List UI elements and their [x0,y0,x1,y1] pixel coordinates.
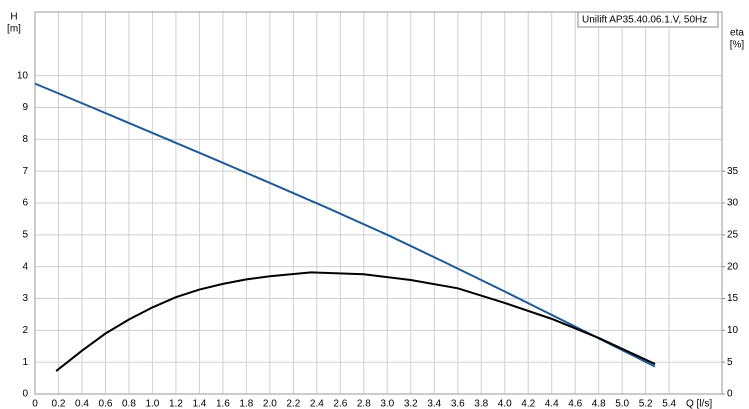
y-axis-label: H [10,12,17,23]
x-tick-label: 5.2 [639,399,653,409]
x-tick-label: 2.2 [286,399,300,409]
x-tick-label: 5.0 [615,399,629,409]
x-tick-label: 1.4 [192,399,206,409]
x-tick-label: 4.0 [498,399,512,409]
y-axis-unit: [m] [7,24,21,35]
x-tick-label: 5.4 [662,399,676,409]
y-tick-label: 6 [22,198,28,209]
x-tick-label: 3.8 [474,399,488,409]
x-tick-label: 3.0 [380,399,394,409]
x-tick-label: 0.4 [75,399,89,409]
x-tick-label: 3.4 [427,399,441,409]
y-tick-label: 0 [22,389,28,400]
y2-tick-label: 30 [727,198,739,209]
x-tick-label: 4.2 [521,399,535,409]
x-tick-label: 2.6 [333,399,347,409]
x-axis-label: Q [l/s] [686,399,712,409]
y-tick-label: 5 [22,229,28,240]
x-tick-label: 4.4 [545,399,559,409]
y-tick-label: 4 [22,261,28,272]
x-tick-label: 3.6 [451,399,465,409]
x-tick-label: 4.8 [592,399,606,409]
y-tick-label: 1 [22,357,28,368]
y-tick-label: 3 [22,293,28,304]
x-tick-label: 2.0 [263,399,277,409]
y2-tick-label: 10 [727,325,739,336]
x-tick-label: 1.8 [239,399,253,409]
y2-axis-label: eta [730,28,744,39]
y-tick-label: 9 [22,102,28,113]
y2-tick-label: 20 [727,261,739,272]
y-tick-label: 2 [22,325,28,336]
y2-tick-label: 15 [727,293,739,304]
y2-tick-label: 0 [727,389,733,400]
legend-box [577,11,719,28]
curve [55,271,656,372]
x-tick-label: 0.6 [99,399,113,409]
y-tick-label: 8 [22,134,28,145]
x-tick-label: 1.2 [169,399,183,409]
y-tick-label: 10 [17,70,29,81]
x-tick-label: 1.6 [216,399,230,409]
y2-tick-label: 35 [727,166,739,177]
x-tick-label: 2.4 [310,399,324,409]
x-tick-label: 0.8 [122,399,136,409]
y2-axis-unit: [%] [730,40,745,51]
y-tick-label: 7 [22,166,28,177]
x-tick-label: 4.6 [568,399,582,409]
x-tick-label: 1.0 [145,399,159,409]
curve [34,82,656,368]
legend-label: Unilift AP35.40.06.1.V, 50Hz [582,15,707,26]
y2-tick-label: 25 [727,229,739,240]
x-tick-label: 0.2 [52,399,66,409]
y2-tick-label: 5 [727,357,733,368]
x-tick-label: 3.2 [404,399,418,409]
plot-frame [34,11,723,395]
x-tick-label: 2.8 [357,399,371,409]
x-tick-label: 0 [32,399,38,409]
